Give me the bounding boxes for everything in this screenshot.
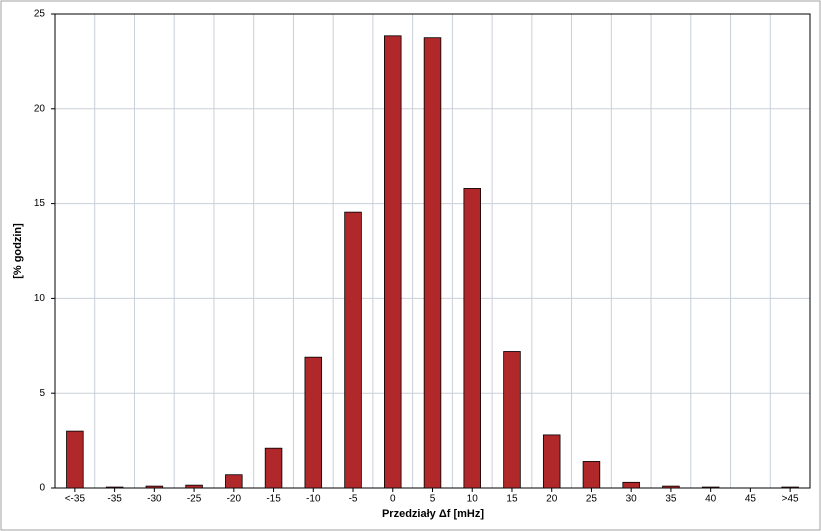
y-tick-label: 10 — [34, 293, 46, 304]
x-tick-label: 0 — [390, 494, 396, 505]
x-tick-label: -15 — [266, 494, 281, 505]
x-tick-label: <-35 — [65, 494, 86, 505]
bar — [384, 35, 402, 489]
bar — [423, 37, 442, 489]
bar — [185, 484, 203, 489]
x-tick-label: 30 — [626, 494, 638, 505]
x-tick-label: 5 — [430, 494, 436, 505]
bar — [542, 434, 561, 489]
x-tick-label: 25 — [586, 494, 598, 505]
x-tick-label: -30 — [147, 494, 162, 505]
x-axis-label: Przedziały Δf [mHz] — [382, 508, 484, 520]
x-tick-label: -20 — [227, 494, 242, 505]
x-tick-label: 45 — [745, 494, 757, 505]
x-tick-label: 40 — [705, 494, 717, 505]
x-tick-label: 35 — [665, 494, 677, 505]
bar — [145, 485, 164, 489]
bar — [66, 430, 84, 489]
bar — [582, 461, 601, 489]
bar — [622, 481, 640, 489]
bar — [463, 188, 481, 489]
bar — [225, 474, 243, 489]
bar — [662, 485, 680, 489]
bar — [503, 351, 521, 489]
y-tick-label: 15 — [34, 198, 46, 209]
bar — [304, 356, 323, 489]
x-tick-label: -5 — [349, 494, 358, 505]
y-tick-label: 20 — [34, 103, 46, 114]
y-tick-label: 0 — [39, 483, 45, 494]
x-tick-label: -10 — [306, 494, 321, 505]
x-tick-label: 10 — [467, 494, 479, 505]
x-tick-label: 20 — [546, 494, 558, 505]
y-tick-label: 25 — [34, 9, 46, 20]
bar — [781, 486, 799, 489]
bar — [344, 211, 362, 489]
bar — [701, 486, 720, 489]
x-tick-label: >45 — [782, 494, 799, 505]
x-tick-label: -25 — [187, 494, 202, 505]
bar — [105, 486, 124, 489]
y-tick-label: 5 — [39, 388, 45, 399]
x-tick-label: -35 — [107, 494, 122, 505]
bar — [264, 447, 283, 489]
y-axis-label: [% godzin] — [12, 223, 24, 279]
x-tick-label: 15 — [506, 494, 518, 505]
